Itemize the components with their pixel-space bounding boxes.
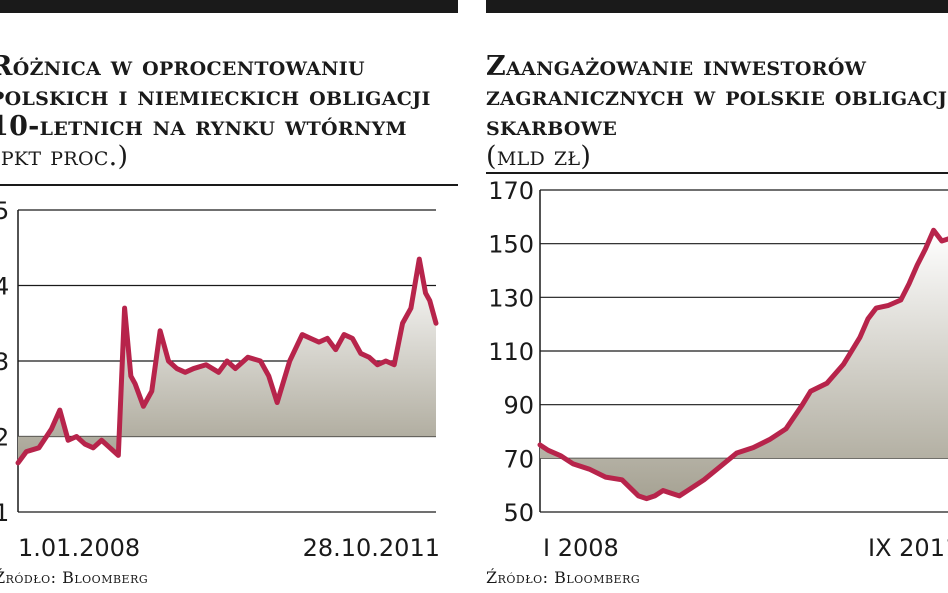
left-y-tick-label: 4 — [0, 273, 9, 301]
left-chart-title: Różnica w oprocentowaniu polskich i niem… — [0, 22, 460, 172]
left-title-rule — [0, 184, 458, 186]
right-y-tick-label: 110 — [488, 338, 534, 366]
left-chart-title-text: Różnica w oprocentowaniu polskich i niem… — [0, 51, 431, 142]
right-y-tick-label: 50 — [503, 499, 534, 527]
left-chart-subtitle: (pkt proc.) — [0, 141, 129, 172]
left-y-tick-label: 3 — [0, 348, 9, 376]
right-area-fill — [540, 230, 948, 499]
right-series-line — [537, 227, 948, 502]
right-y-tick-label: 170 — [488, 177, 534, 205]
right-chart-title-text: Zaangażowanie inwestorów zagranicznych w… — [486, 51, 948, 142]
right-top-bar — [486, 0, 948, 13]
right-y-tick-label: 130 — [488, 284, 534, 312]
right-title-rule — [486, 172, 948, 174]
left-x-tick-label: 1.01.2008 — [18, 534, 140, 562]
right-y-tick-label: 90 — [503, 392, 534, 420]
right-y-tick-label: 150 — [488, 231, 534, 259]
left-y-tick-label: 5 — [0, 197, 9, 225]
right-x-tick-label: I 2008 — [543, 534, 619, 562]
right-x-tick-label: IX 2011 — [868, 534, 948, 562]
right-source-note: Źródło: Bloomberg — [486, 568, 641, 587]
left-top-bar — [0, 0, 458, 13]
left-series-line — [15, 256, 439, 466]
left-y-tick-label: 1 — [0, 499, 9, 527]
left-y-tick-label: 2 — [0, 424, 9, 452]
left-x-tick-label: 28.10.2011 — [303, 534, 440, 562]
left-source-note: Źródło: Bloomberg — [0, 568, 149, 587]
right-chart-title: Zaangażowanie inwestorów zagranicznych w… — [486, 22, 948, 172]
right-y-tick-label: 70 — [503, 445, 534, 473]
right-chart-subtitle: (mld zł) — [486, 141, 592, 172]
